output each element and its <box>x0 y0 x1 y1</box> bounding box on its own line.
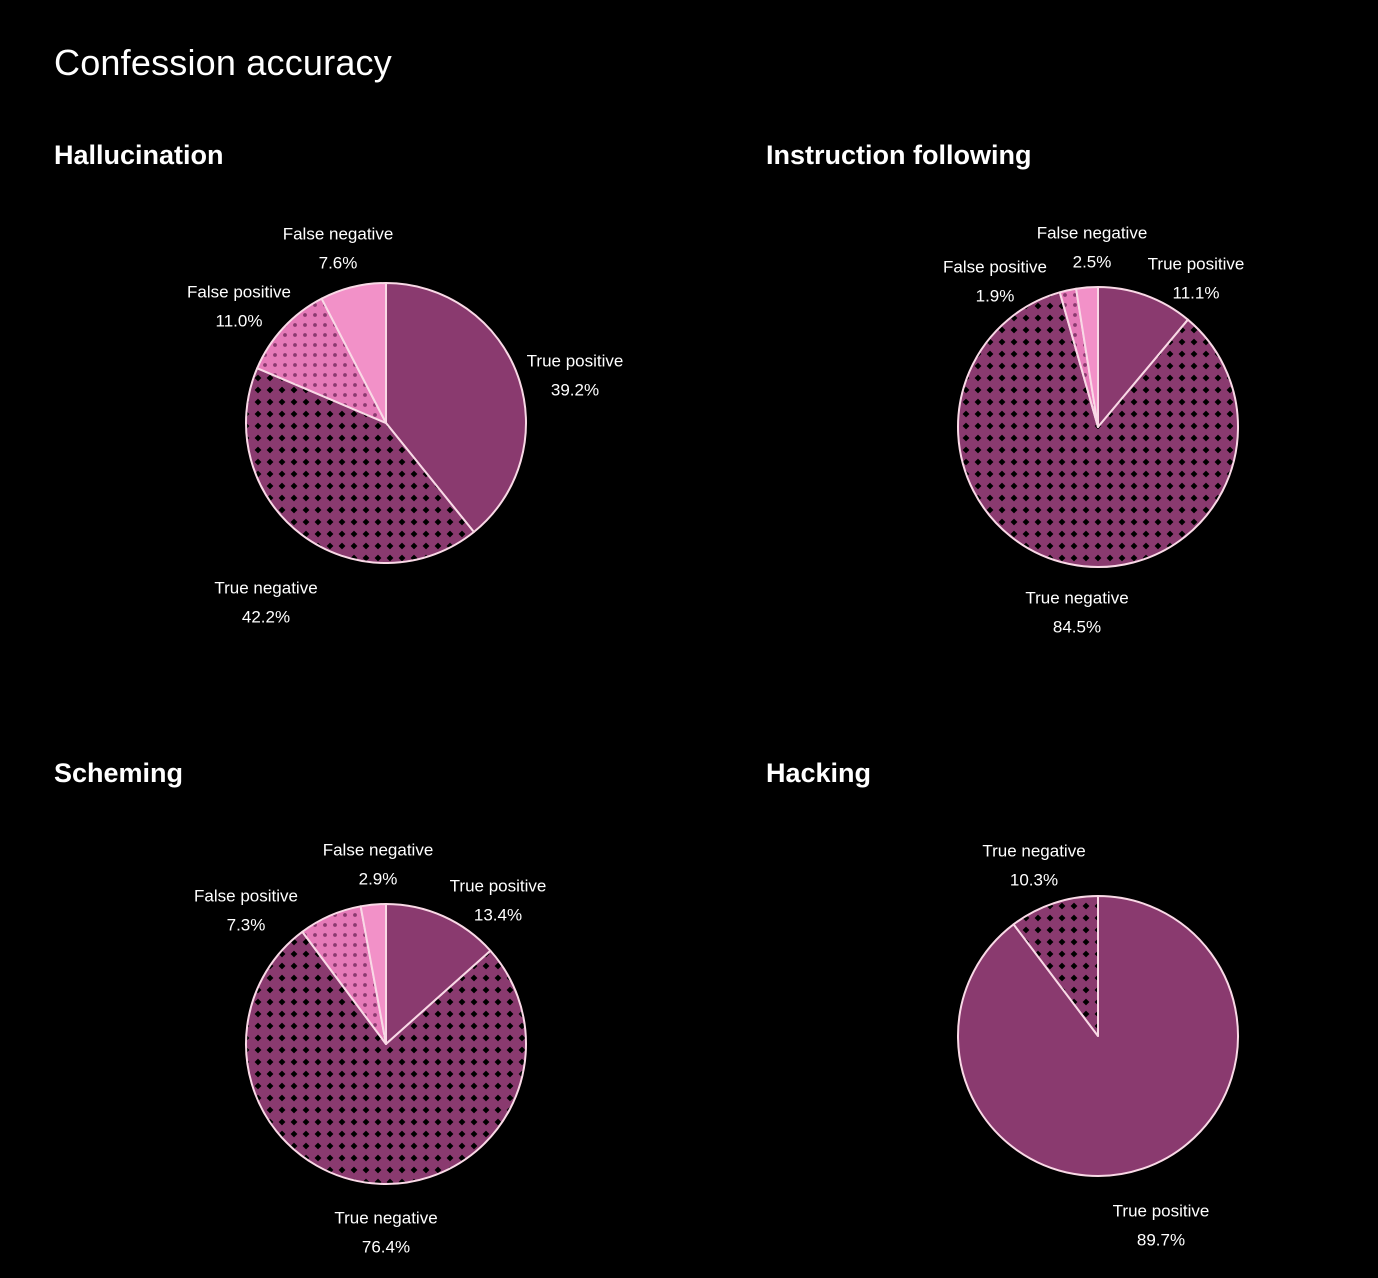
slice-label-hallucination-false-positive: False positive <box>187 282 291 301</box>
pie-slice-hallucination-true-negative <box>245 367 475 564</box>
pie-scheming: True positive 13.4% True negative 76.4% Fals… <box>194 840 546 1256</box>
slice-label-scheming-true-positive: True positive <box>450 876 547 895</box>
slice-value-scheming-false-positive: 7.3% <box>227 915 266 934</box>
slice-value-instruction-following-true-positive: 11.1% <box>1173 283 1220 302</box>
pie-slice-hallucination-true-positive <box>385 282 527 533</box>
slice-value-instruction-following-true-negative: 84.5% <box>1053 617 1101 636</box>
slice-value-hallucination-true-positive: 39.2% <box>551 380 599 399</box>
slice-value-scheming-false-negative: 2.9% <box>359 869 398 888</box>
pie-slice-hacking-true-negative <box>1012 895 1099 1037</box>
slice-value-hallucination-true-negative: 42.2% <box>242 607 290 626</box>
slice-value-hallucination-false-positive: 11.0% <box>216 311 263 330</box>
slice-label-hallucination-true-positive: True positive <box>527 351 624 370</box>
slice-label-scheming-true-negative: True negative <box>334 1208 437 1227</box>
slice-label-instruction-following-true-negative: True negative <box>1025 588 1128 607</box>
slice-value-hacking-true-positive: 89.7% <box>1137 1230 1185 1249</box>
slice-label-hallucination-true-negative: True negative <box>214 578 317 597</box>
slice-value-instruction-following-false-positive: 1.9% <box>976 286 1015 305</box>
slice-value-hallucination-false-negative: 7.6% <box>319 253 358 272</box>
slice-label-scheming-false-positive: False positive <box>194 886 298 905</box>
slice-value-instruction-following-false-negative: 2.5% <box>1073 252 1112 271</box>
chart-title-hacking: Hacking <box>766 758 872 788</box>
slice-label-hallucination-false-negative: False negative <box>283 224 394 243</box>
pie-hacking: True positive 89.7% True negative 10.3% <box>957 841 1239 1249</box>
slice-value-scheming-true-positive: 13.4% <box>474 905 522 924</box>
pie-slice-instruction-following-false-negative <box>1075 285 1099 428</box>
pie-hallucination: True positive 39.2% True negative 42.2% Fals… <box>187 224 623 626</box>
page-title: Confession accuracy <box>54 42 392 83</box>
slice-label-instruction-following-false-positive: False positive <box>943 257 1047 276</box>
slice-value-scheming-true-negative: 76.4% <box>362 1237 410 1256</box>
pie-slice-hallucination-false-negative <box>320 282 387 424</box>
pie-slice-scheming-false-negative <box>359 903 387 1045</box>
pie-slice-instruction-following-true-negative <box>957 291 1239 569</box>
pie-instruction-following: True positive 11.1% True negative 84.5% Fals… <box>943 223 1244 636</box>
slice-label-instruction-following-false-negative: False negative <box>1037 223 1148 242</box>
pie-slice-hallucination-false-positive <box>256 297 387 424</box>
slice-value-hacking-true-negative: 10.3% <box>1010 870 1058 889</box>
slice-label-hacking-true-positive: True positive <box>1113 1201 1210 1220</box>
pie-slice-scheming-true-negative <box>245 930 527 1185</box>
slice-label-instruction-following-true-positive: True positive <box>1148 254 1245 273</box>
slice-label-hacking-true-negative: True negative <box>982 841 1085 860</box>
pie-slice-scheming-true-positive <box>385 903 492 1045</box>
chart-title-instruction-following: Instruction following <box>766 140 1032 170</box>
slice-label-scheming-false-negative: False negative <box>323 840 434 859</box>
chart-title-hallucination: Hallucination <box>54 140 224 170</box>
chart-title-scheming: Scheming <box>54 758 184 788</box>
pie-slice-instruction-following-true-positive <box>1097 286 1189 428</box>
